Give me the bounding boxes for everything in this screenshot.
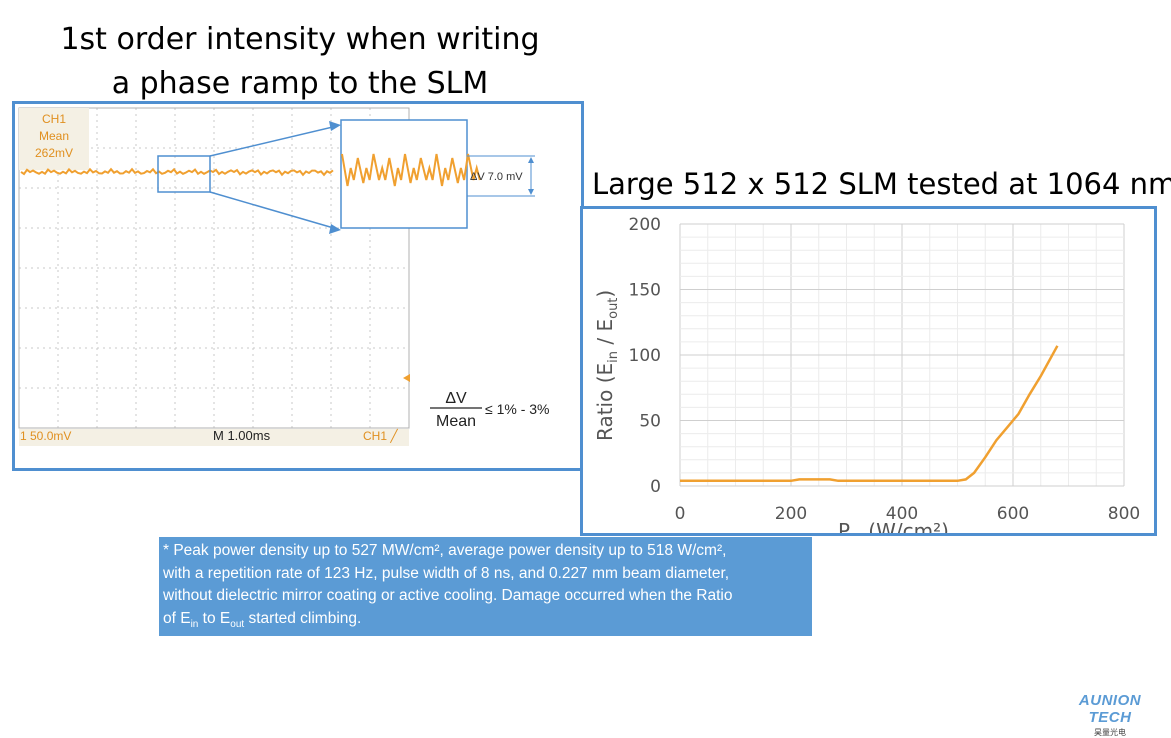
note-line4-post: started climbing. (244, 609, 362, 627)
x-tick-label: 0 (675, 504, 686, 524)
y-tick-label: 0 (650, 477, 661, 497)
formula-numerator: ΔV (445, 390, 467, 407)
note-line3: without dielectric mirror coating or act… (163, 587, 733, 604)
y-axis-label-post: ) (593, 290, 617, 298)
x-tick-label: 600 (997, 504, 1029, 524)
trigger-marker (403, 374, 410, 382)
oscilloscope-svg: CH1 Mean 262mV ΔV 7.0 mV 1 50.0mV M 1.00… (18, 107, 549, 446)
scope-status-bar (19, 429, 409, 446)
x-axis-label-sub: in (850, 532, 862, 533)
left-title-line2: a phase ramp to the SLM (111, 66, 489, 101)
delta-v-label: ΔV 7.0 mV (470, 171, 523, 183)
y-axis-label-sub2: out (606, 298, 621, 319)
x-axis-label-rest: (W/cm²) (862, 519, 949, 533)
note-line2: with a repetition rate of 123 Hz, pulse … (163, 564, 730, 582)
zoom-arrow-bottom (209, 191, 338, 230)
delta-arrowhead-top (528, 157, 534, 163)
note-line4-pre: of E (163, 609, 191, 627)
scope-grid-border (18, 107, 410, 429)
zoom-source-box (157, 155, 211, 193)
y-axis-label: Ratio (Ein / Eout) (593, 290, 621, 441)
note-box: * Peak power density up to 527 MW/cm², a… (159, 537, 812, 636)
zoom-arrow-top (209, 125, 338, 157)
zoom-arrowhead-top (329, 121, 341, 131)
zoom-arrowhead-bottom (329, 224, 341, 234)
chart-title: Large 512 x 512 SLM tested at 1064 nm (592, 167, 1171, 201)
formula-result: ≤ 1% - 3% (485, 401, 549, 417)
chart-x-ticks: 0 200 400 600 800 (675, 504, 1141, 524)
note-line4-sub1: in (190, 618, 199, 630)
scope-trace (20, 167, 334, 177)
zoom-inset-box (340, 119, 468, 229)
time-label: M 1.00ms (213, 428, 271, 443)
note-line1: * Peak power density up to 527 MW/cm², a… (163, 542, 727, 559)
oscilloscope-panel: CH1 Mean 262mV ΔV 7.0 mV 1 50.0mV M 1.00… (12, 101, 584, 471)
y-tick-label: 100 (629, 346, 661, 366)
formula-denominator: Mean (436, 413, 476, 430)
chart-panel: 0 50 100 150 200 0 200 400 600 800 Pin (W/cm²) R… (580, 206, 1157, 536)
y-axis-label-mid: / E (593, 319, 617, 351)
x-axis-label: Pin (W/cm²) (838, 519, 949, 533)
left-title-line1: 1st order intensity when writing (60, 22, 540, 57)
y-axis-label-sub1: in (606, 351, 621, 363)
delta-arrowhead-bottom (528, 189, 534, 195)
chart-y-ticks: 0 50 100 150 200 (629, 215, 661, 497)
ratio-chart: 0 50 100 150 200 0 200 400 600 800 Pin (W/cm²) R… (593, 215, 1141, 533)
ch1-info-box (19, 108, 89, 170)
scale-label: 1 50.0mV (20, 429, 71, 443)
note-line4: of Ein to Eout started climbing. (163, 608, 808, 637)
trigger-label: CH1 ╱ (363, 428, 398, 443)
logo-subtext: 昊量光电 (1094, 728, 1126, 737)
logo-text: AUNION TECH (1078, 692, 1142, 726)
mean-label: Mean (39, 129, 69, 143)
x-tick-label: 800 (1108, 504, 1140, 524)
zoom-trace (341, 153, 481, 187)
x-axis-label-main: P (838, 519, 850, 533)
x-tick-label: 200 (775, 504, 807, 524)
y-tick-label: 150 (629, 281, 661, 301)
mean-value: 262mV (35, 146, 73, 160)
left-title: 1st order intensity when writing a phase… (40, 18, 560, 106)
x-tick-label: 400 (886, 504, 918, 524)
ch1-label: CH1 (42, 112, 66, 126)
y-tick-label: 200 (629, 215, 661, 235)
company-logo: AUNION TECH 昊量光电 (1058, 692, 1162, 738)
y-axis-label-pre: Ratio (E (593, 363, 617, 441)
chart-grid (679, 223, 1125, 487)
note-line4-sub2: out (230, 618, 245, 630)
y-tick-label: 50 (639, 412, 661, 432)
ratio-series-line (680, 345, 1059, 483)
note-line4-mid: to E (198, 609, 231, 627)
